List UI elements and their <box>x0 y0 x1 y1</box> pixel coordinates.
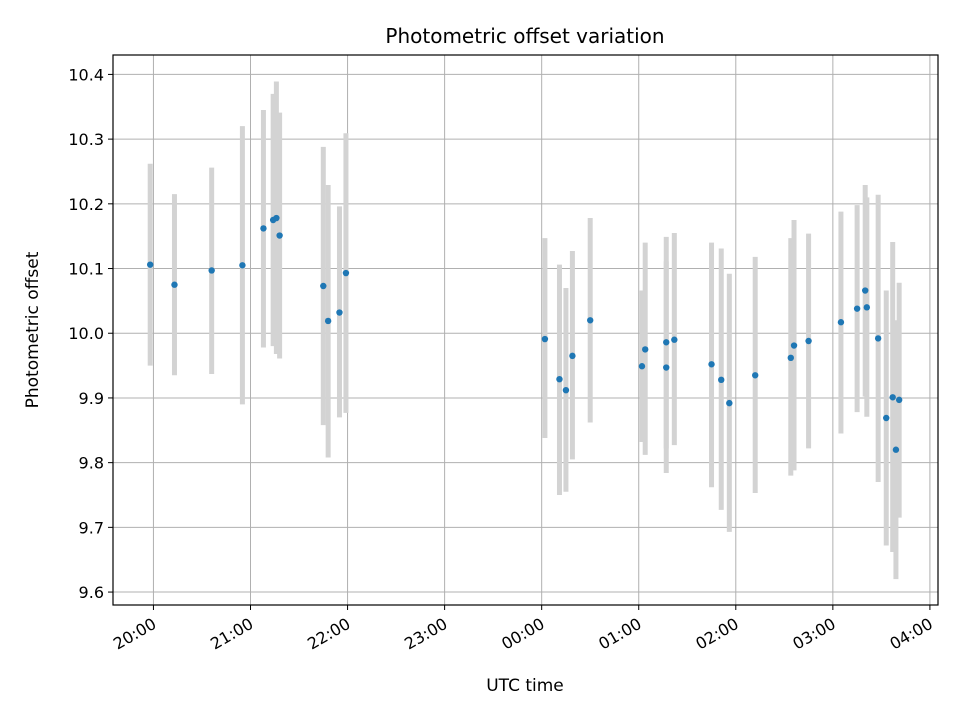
data-point <box>892 446 900 453</box>
data-point <box>663 364 670 371</box>
data-point <box>541 335 549 343</box>
y-axis-title: Photometric offset <box>23 251 43 408</box>
data-point <box>663 339 670 346</box>
data-point <box>147 261 154 268</box>
data-point <box>569 352 576 360</box>
data-point <box>638 363 646 370</box>
plot-frame <box>112 54 939 606</box>
data-point <box>587 317 594 324</box>
data-point <box>805 337 812 345</box>
y-tick-label: 10.1 <box>68 260 104 279</box>
chart-title: Photometric offset variation <box>385 24 664 48</box>
y-axis-ticks: 9.6 9.7 9.8 9.9 10.0 10.1 10.2 10.3 10.4 <box>68 65 113 602</box>
data-point <box>239 262 246 269</box>
data-point <box>336 309 343 316</box>
data-point <box>320 282 327 290</box>
data-point <box>790 342 798 349</box>
data-point <box>863 304 871 311</box>
y-tick-label: 9.9 <box>79 389 104 408</box>
data-point <box>260 225 267 232</box>
x-axis-title: UTC time <box>486 676 564 696</box>
data-point <box>837 319 845 326</box>
data-point <box>874 335 882 342</box>
data-points <box>147 214 903 453</box>
data-point <box>642 346 649 353</box>
data-point <box>883 414 890 422</box>
data-point <box>895 396 903 404</box>
data-point <box>273 214 280 222</box>
y-tick-label: 9.6 <box>79 583 104 602</box>
data-point <box>853 305 861 312</box>
data-point <box>752 372 759 379</box>
data-point <box>324 317 332 325</box>
y-tick-label: 9.7 <box>79 518 104 537</box>
data-point <box>889 394 896 401</box>
data-point <box>171 281 178 288</box>
data-point <box>562 386 570 394</box>
data-point <box>276 232 283 239</box>
data-point <box>708 361 715 368</box>
data-point <box>342 269 350 277</box>
y-tick-label: 10.0 <box>68 324 104 343</box>
data-point <box>726 399 733 407</box>
grid <box>113 55 938 605</box>
data-point <box>208 267 215 274</box>
data-point <box>671 336 678 343</box>
y-tick-label: 10.2 <box>68 195 104 214</box>
data-point <box>718 376 725 384</box>
y-tick-label: 10.4 <box>68 65 104 84</box>
data-point <box>787 354 794 362</box>
data-point <box>556 375 563 383</box>
y-tick-label: 9.8 <box>79 454 104 473</box>
y-tick-label: 10.3 <box>68 130 104 149</box>
data-point <box>862 287 869 294</box>
